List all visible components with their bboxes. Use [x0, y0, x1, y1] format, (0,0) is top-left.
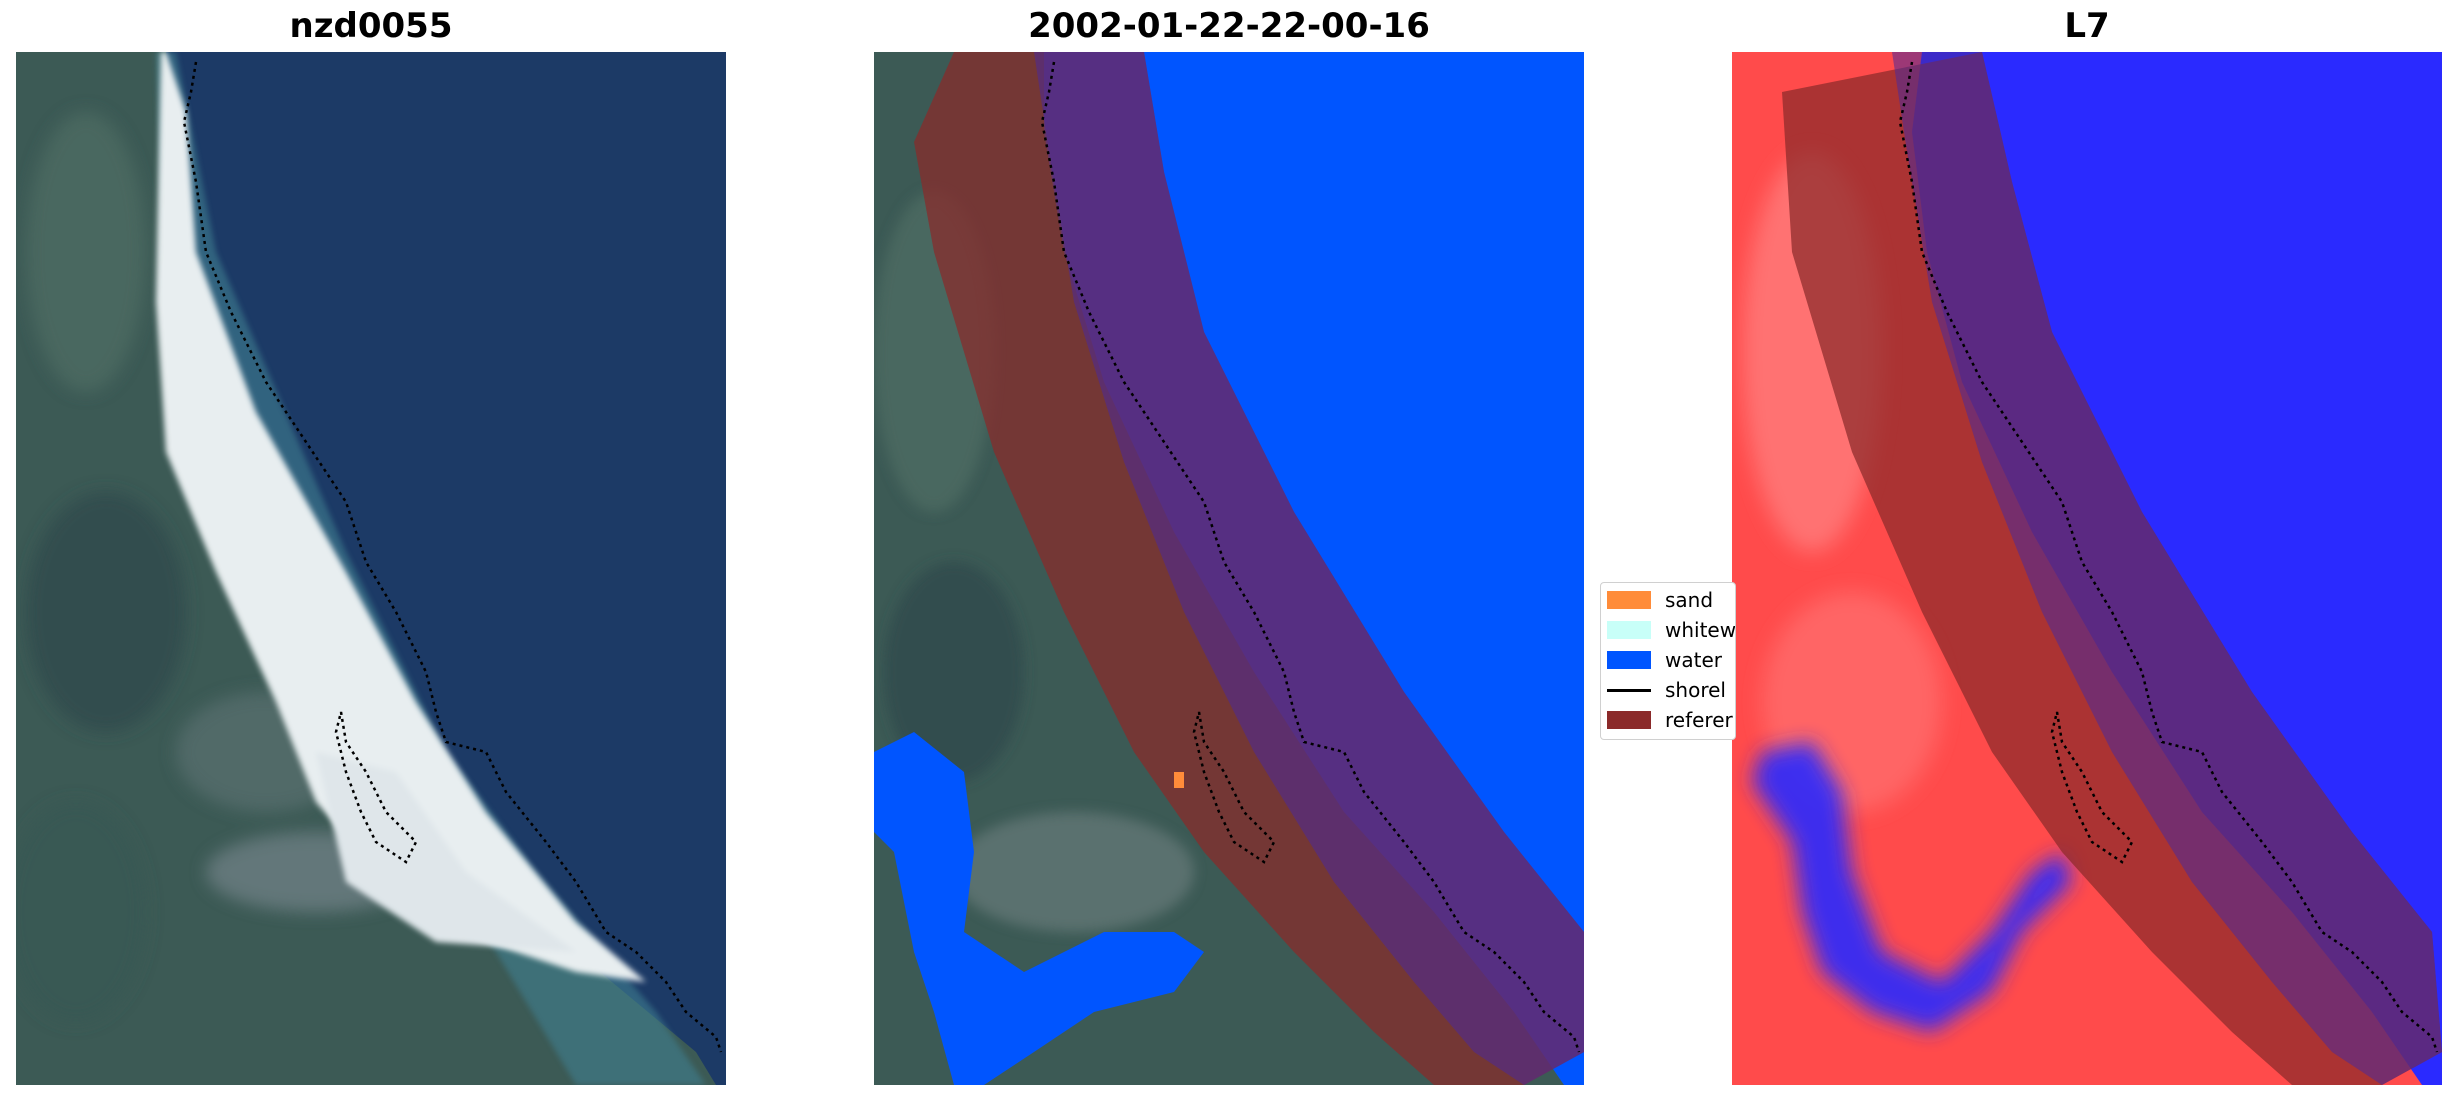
legend-label-shoreline: shorel: [1665, 678, 1726, 702]
legend-swatch-sand: [1607, 591, 1651, 609]
legend-item-sand: sand: [1607, 587, 1713, 613]
index-map: [1732, 52, 2442, 1085]
legend-item-shoreline: shorel: [1607, 677, 1726, 703]
legend-line-shoreline: [1607, 688, 1651, 692]
legend-label-reference: referer: [1665, 708, 1733, 732]
panel-title-image-id: nzd0055: [289, 6, 453, 46]
legend-item-water: water: [1607, 647, 1722, 673]
panel-title-satellite: L7: [2064, 6, 2110, 46]
legend: sand whitew water shorel referer: [1600, 582, 1736, 740]
classification-map: [874, 52, 1584, 1085]
panel-title-date: 2002-01-22-22-00-16: [1028, 6, 1430, 46]
legend-swatch-whitewater: [1607, 621, 1651, 639]
legend-label-water: water: [1665, 648, 1722, 672]
rgb-satellite-image: [16, 52, 726, 1085]
legend-swatch-water: [1607, 651, 1651, 669]
legend-item-reference: referer: [1607, 707, 1733, 733]
legend-item-whitewater: whitew: [1607, 617, 1736, 643]
legend-label-sand: sand: [1665, 588, 1714, 612]
legend-label-whitewater: whitew: [1665, 618, 1736, 642]
legend-swatch-reference: [1607, 711, 1651, 729]
